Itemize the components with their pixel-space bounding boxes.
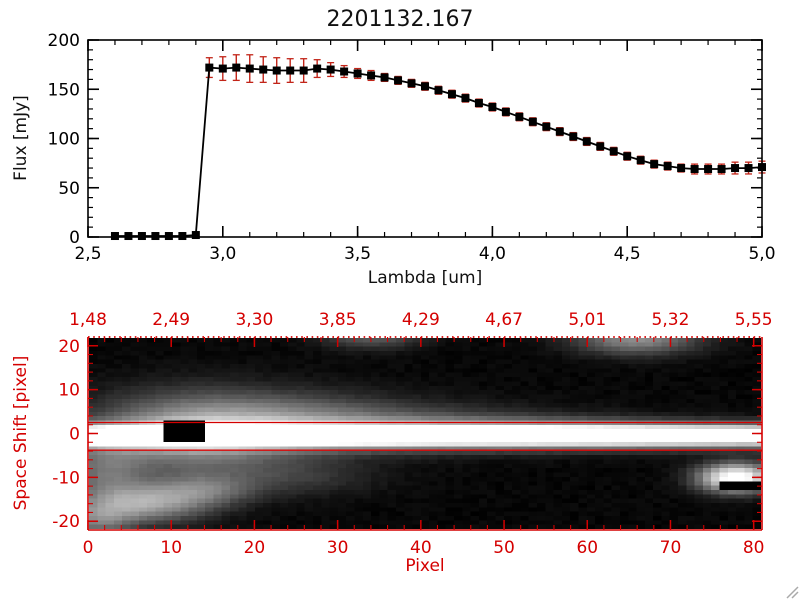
spectral-image-canvas (89, 338, 761, 529)
flux-marker (367, 71, 376, 80)
y-tick-label: 50 (58, 179, 80, 199)
flux-marker (623, 152, 632, 161)
flux-marker (582, 137, 591, 146)
flux-marker (286, 66, 295, 75)
flux-marker (542, 122, 551, 131)
y-tick-label: 100 (48, 130, 80, 150)
flux-plot-border (87, 39, 763, 238)
flux-marker (569, 132, 578, 141)
wavelength-top-label: 5,55 (735, 310, 773, 330)
flux-marker (690, 165, 699, 174)
flux-marker (501, 107, 510, 116)
flux-marker (677, 164, 686, 173)
flux-marker (744, 164, 753, 173)
image-y-tick-label: 0 (69, 425, 80, 445)
flux-marker (272, 66, 281, 75)
wavelength-top-label: 2,49 (152, 310, 190, 330)
flux-marker (421, 82, 429, 91)
x-tick-label: 4,5 (614, 244, 641, 264)
image-x-tick-label: 20 (244, 538, 266, 558)
flux-marker (124, 232, 133, 241)
flux-marker (353, 69, 362, 78)
wavelength-top-label: 4,67 (485, 310, 523, 330)
x-tick-label: 3,0 (209, 244, 236, 264)
flux-marker (205, 63, 214, 72)
flux-marker (407, 79, 416, 88)
wavelength-top-label: 3,85 (319, 310, 357, 330)
y-tick-label: 0 (69, 228, 80, 248)
x-tick-label: 4,0 (479, 244, 506, 264)
flux-marker (650, 160, 659, 169)
flux-marker (609, 147, 618, 156)
flux-marker (528, 117, 537, 126)
flux-marker (717, 165, 726, 174)
flux-marker (488, 102, 497, 111)
image-x-tick-label: 0 (83, 538, 94, 558)
flux-marker (434, 86, 443, 95)
image-y-tick-label: 10 (58, 381, 80, 401)
flux-marker (340, 67, 349, 76)
flux-marker (461, 94, 470, 103)
y-tick-label: 150 (48, 80, 80, 100)
flux-marker (110, 232, 119, 241)
resize-grip-icon[interactable] (783, 583, 799, 599)
wavelength-top-label: 5,32 (652, 310, 690, 330)
image-y-tick-label: -10 (52, 468, 80, 488)
flux-marker (704, 165, 713, 174)
flux-marker (636, 156, 645, 165)
flux-marker (515, 112, 524, 121)
flux-marker (313, 64, 322, 73)
wavelength-top-label: 1,48 (69, 310, 107, 330)
image-x-tick-label: 70 (660, 538, 682, 558)
y-tick-label: 200 (48, 31, 80, 51)
x-tick-label: 5,0 (748, 244, 775, 264)
image-y-axis-label: Space Shift [pixel] (11, 355, 31, 511)
flux-marker (259, 65, 268, 74)
flux-marker (326, 65, 335, 74)
flux-marker (758, 163, 766, 172)
image-x-tick-label: 60 (576, 538, 598, 558)
flux-marker (596, 142, 605, 151)
image-x-tick-label: 30 (327, 538, 349, 558)
image-x-tick-label: 10 (160, 538, 182, 558)
flux-marker (137, 232, 146, 241)
image-y-tick-label: -20 (52, 512, 80, 532)
flux-marker (218, 64, 227, 73)
flux-y-axis-label: Flux [mJy] (11, 95, 31, 181)
flux-marker (474, 99, 483, 108)
flux-marker (191, 231, 200, 240)
image-x-tick-label: 40 (410, 538, 432, 558)
image-x-tick-label: 50 (493, 538, 515, 558)
wavelength-top-label: 5,01 (568, 310, 606, 330)
flux-marker (245, 64, 254, 73)
image-y-tick-label: 20 (58, 337, 80, 357)
image-x-axis-label: Pixel (405, 556, 445, 576)
flux-marker (380, 73, 389, 82)
flux-marker (164, 232, 173, 241)
flux-x-axis-label: Lambda [um] (367, 268, 483, 288)
flux-marker (299, 66, 308, 75)
wavelength-top-label: 3,30 (235, 310, 273, 330)
flux-marker (663, 162, 672, 171)
flux-marker (394, 76, 403, 85)
flux-marker (232, 63, 241, 72)
flux-marker (178, 232, 187, 241)
flux-marker (555, 127, 564, 136)
image-x-tick-label: 80 (743, 538, 765, 558)
flux-marker (151, 232, 160, 241)
x-tick-label: 2,5 (74, 244, 101, 264)
x-tick-label: 3,5 (344, 244, 371, 264)
page-title: 2201132.167 (326, 7, 474, 32)
flux-marker (731, 164, 740, 173)
flux-line (115, 66, 763, 237)
flux-marker (447, 90, 456, 99)
wavelength-top-label: 4,29 (402, 310, 440, 330)
